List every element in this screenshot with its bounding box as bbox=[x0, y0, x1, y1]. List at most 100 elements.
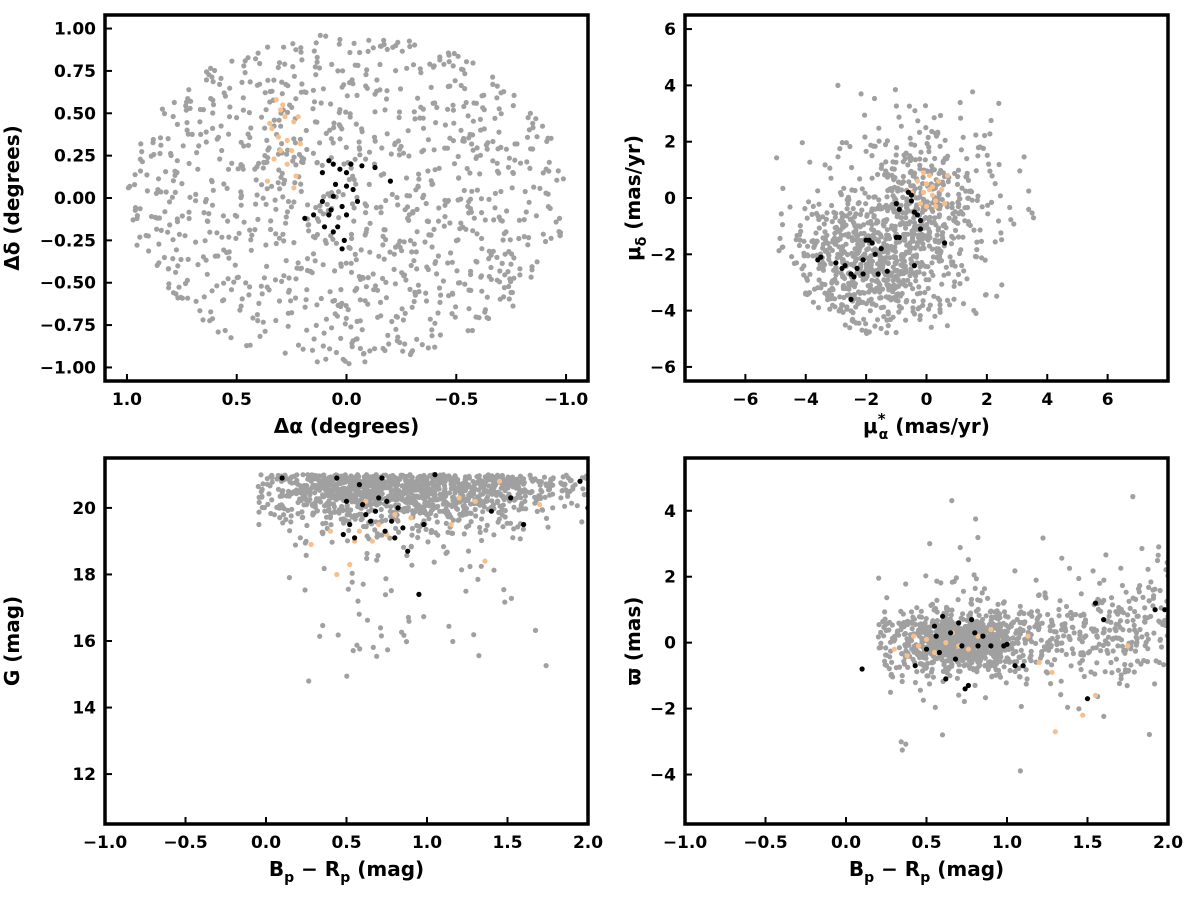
field-star-point bbox=[311, 48, 317, 54]
highlight-star-point bbox=[1025, 633, 1031, 639]
field-star-point bbox=[862, 190, 868, 196]
field-star-point bbox=[293, 47, 299, 53]
field-star-point bbox=[342, 491, 348, 497]
field-star-point bbox=[316, 218, 322, 224]
field-star-point bbox=[403, 639, 410, 645]
field-star-point bbox=[949, 498, 955, 504]
field-star-point bbox=[471, 632, 477, 638]
field-star-point bbox=[293, 96, 299, 102]
field-star-point bbox=[248, 247, 254, 253]
field-star-point bbox=[930, 272, 936, 278]
field-star-point bbox=[450, 484, 456, 491]
field-star-point bbox=[285, 147, 291, 153]
plot-frame bbox=[683, 13, 1170, 383]
field-star-point bbox=[283, 516, 289, 523]
field-star-point bbox=[511, 255, 517, 261]
field-star-point bbox=[416, 289, 422, 295]
field-star-point bbox=[484, 294, 490, 300]
field-star-point bbox=[945, 153, 951, 159]
field-star-point bbox=[304, 256, 311, 262]
highlight-star-point bbox=[392, 511, 398, 518]
field-star-point bbox=[956, 211, 962, 217]
field-star-point bbox=[492, 190, 498, 196]
field-star-point bbox=[387, 249, 393, 255]
field-star-point bbox=[212, 67, 218, 74]
field-star-point bbox=[370, 45, 376, 51]
field-star-point bbox=[420, 490, 426, 496]
member-star-point bbox=[368, 518, 374, 524]
field-star-point bbox=[802, 291, 809, 297]
field-star-point bbox=[316, 65, 323, 71]
field-star-point bbox=[336, 510, 342, 516]
field-star-point bbox=[1069, 615, 1075, 622]
field-star-point bbox=[929, 260, 935, 266]
field-star-point bbox=[1002, 658, 1009, 664]
highlight-star-point bbox=[356, 528, 362, 534]
field-star-point bbox=[469, 327, 475, 334]
field-star-point bbox=[1122, 650, 1128, 656]
field-star-point bbox=[924, 199, 930, 205]
highlight-star-point bbox=[295, 114, 301, 120]
x-tick-label: −2 bbox=[853, 390, 879, 410]
field-star-point bbox=[1054, 647, 1060, 653]
field-star-point bbox=[961, 625, 968, 631]
field-star-point bbox=[524, 134, 531, 140]
field-star-point bbox=[895, 188, 901, 194]
field-star-point bbox=[353, 121, 359, 127]
field-star-point bbox=[341, 161, 347, 167]
field-star-point bbox=[905, 277, 911, 283]
field-star-point bbox=[944, 323, 951, 329]
field-star-point bbox=[490, 138, 496, 145]
field-star-point bbox=[542, 238, 549, 245]
field-star-point bbox=[276, 167, 282, 173]
field-star-point bbox=[843, 140, 850, 146]
field-star-point bbox=[464, 166, 470, 172]
field-star-point bbox=[458, 66, 465, 72]
field-star-point bbox=[929, 634, 935, 641]
field-star-point bbox=[341, 82, 347, 88]
field-star-point bbox=[317, 499, 324, 505]
field-star-point bbox=[313, 72, 319, 78]
field-star-point bbox=[378, 513, 385, 519]
field-star-point bbox=[500, 493, 506, 499]
field-star-point bbox=[858, 238, 864, 244]
field-star-point bbox=[1115, 643, 1121, 649]
member-star-point bbox=[896, 206, 902, 212]
field-star-point bbox=[560, 176, 567, 182]
field-star-point bbox=[982, 132, 988, 139]
field-star-point bbox=[463, 588, 469, 594]
field-star-point bbox=[534, 508, 540, 514]
field-star-point bbox=[1094, 633, 1100, 639]
field-star-point bbox=[179, 213, 185, 219]
field-star-point bbox=[502, 599, 508, 605]
field-star-point bbox=[492, 205, 498, 211]
y-tick-label: 0 bbox=[664, 189, 676, 209]
field-star-point bbox=[990, 631, 996, 637]
field-star-point bbox=[992, 614, 998, 621]
field-star-point bbox=[900, 194, 906, 200]
field-star-point bbox=[1135, 613, 1141, 619]
field-star-point bbox=[399, 306, 405, 312]
field-star-point bbox=[200, 317, 206, 323]
field-star-point bbox=[329, 325, 335, 331]
field-star-point bbox=[396, 114, 402, 121]
field-star-point bbox=[975, 606, 981, 613]
field-star-point bbox=[1073, 611, 1079, 618]
field-star-point bbox=[328, 522, 334, 528]
field-star-point bbox=[1128, 662, 1134, 668]
field-star-point bbox=[928, 324, 934, 330]
field-star-point bbox=[244, 343, 250, 349]
field-star-point bbox=[1069, 624, 1075, 630]
field-star-point bbox=[310, 87, 316, 93]
field-star-point bbox=[1068, 663, 1074, 669]
field-star-point bbox=[425, 345, 431, 351]
member-star-point bbox=[1162, 607, 1168, 613]
field-star-point bbox=[450, 291, 456, 297]
field-star-point bbox=[958, 247, 964, 253]
field-star-point bbox=[563, 472, 569, 478]
field-star-point bbox=[1047, 637, 1053, 644]
field-star-point bbox=[1110, 648, 1116, 654]
field-star-point bbox=[236, 230, 242, 236]
field-star-point bbox=[276, 60, 283, 66]
field-star-point bbox=[515, 524, 521, 530]
